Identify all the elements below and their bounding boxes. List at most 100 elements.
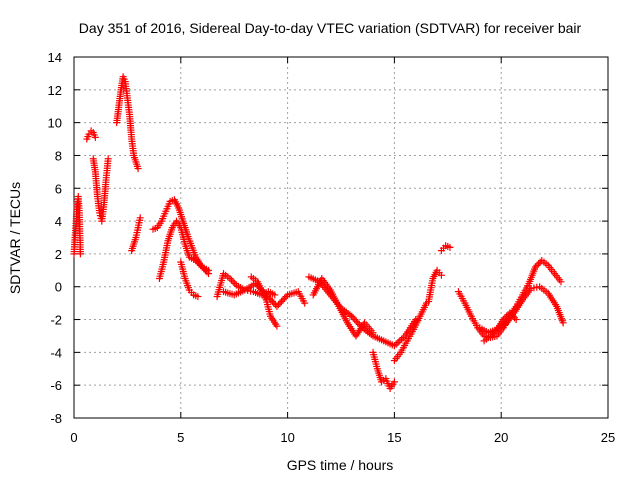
series-arc-16 [425, 266, 445, 305]
data-point [533, 261, 541, 269]
plot-frame [73, 56, 609, 419]
series-arc-8 [177, 258, 202, 301]
data-point [535, 260, 543, 268]
series-arc-18 [454, 256, 565, 342]
series-arc-17 [437, 242, 454, 255]
data-point [352, 317, 360, 325]
data-point [104, 155, 112, 163]
data-point [351, 316, 359, 324]
series-arc-13 [309, 275, 377, 340]
data-point [507, 311, 515, 319]
series-arc-12 [305, 273, 420, 350]
data-point [511, 314, 519, 322]
data-point [506, 309, 514, 317]
y-tick-label: 12 [48, 83, 62, 98]
data-point [273, 302, 281, 310]
data-point [512, 316, 520, 324]
data-point [276, 299, 284, 307]
series-arc-2 [83, 127, 99, 143]
data-point [274, 301, 282, 309]
y-tick-label: 10 [48, 116, 62, 131]
data-point [229, 278, 237, 286]
data-point [369, 329, 377, 337]
data-point [348, 312, 356, 320]
data-point [488, 330, 496, 338]
series-arc-7 [155, 217, 213, 283]
y-tick-label: 2 [55, 247, 62, 262]
data-point [271, 291, 279, 299]
data-point [446, 243, 454, 251]
data-point [193, 258, 201, 266]
data-point [197, 261, 205, 269]
y-tick-label: 6 [55, 181, 62, 196]
data-point [195, 260, 203, 268]
data-point [396, 337, 404, 345]
data-point [231, 279, 239, 287]
data-points [70, 73, 567, 392]
y-axis-label: SDTVAR / TECUs [7, 182, 23, 294]
x-tick-label: 25 [601, 430, 615, 445]
data-point [76, 250, 84, 258]
series-arc-3 [89, 155, 112, 225]
x-tick-label: 15 [387, 430, 401, 445]
data-point [226, 275, 234, 283]
series-arc-15 [390, 299, 430, 365]
y-tick-label: -6 [50, 378, 62, 393]
x-tick-label: 20 [494, 430, 508, 445]
data-point [273, 322, 281, 330]
data-point [228, 276, 236, 284]
data-point [349, 314, 357, 322]
series-arc-4 [113, 73, 142, 173]
data-point [437, 271, 445, 279]
y-tick-label: 14 [48, 50, 62, 65]
y-tick-label: 4 [55, 214, 62, 229]
x-tick-label: 5 [177, 430, 184, 445]
data-point [205, 266, 213, 274]
y-tick-label: 8 [55, 148, 62, 163]
data-point [281, 294, 289, 302]
data-point [279, 296, 287, 304]
series-arc-20 [480, 309, 520, 345]
data-point [354, 319, 362, 327]
data-point [277, 297, 285, 305]
data-point [499, 316, 507, 324]
data-point [491, 327, 499, 335]
x-axis-label: GPS time / hours [287, 457, 394, 473]
data-point [501, 314, 509, 322]
data-point [398, 335, 406, 343]
series-arc-5 [128, 214, 144, 255]
data-point [136, 214, 144, 222]
y-tick-label: 0 [55, 280, 62, 295]
chart-title: Day 351 of 2016, Sidereal Day-to-day VTE… [79, 20, 582, 36]
series-arc-19 [476, 283, 567, 337]
data-point [268, 297, 276, 305]
y-tick-label: -2 [50, 313, 62, 328]
data-point [270, 299, 278, 307]
data-point [487, 332, 495, 340]
series-arc-10 [220, 279, 309, 310]
series-arc-11 [247, 273, 281, 330]
data-point [509, 312, 517, 320]
data-point [490, 329, 498, 337]
axis-ticks: 0 5 10 15 20 25 -8 -6 -4 -2 0 2 4 6 8 10 12 14 [48, 50, 616, 445]
data-point [503, 312, 511, 320]
data-point [392, 340, 400, 348]
y-tick-label: -8 [50, 411, 62, 426]
data-point [557, 278, 565, 286]
data-point [301, 299, 309, 307]
data-point [531, 263, 539, 271]
data-point [192, 256, 200, 264]
x-tick-label: 0 [70, 430, 77, 445]
y-tick-label: -4 [50, 345, 62, 360]
data-point [91, 133, 99, 141]
series-arc-14 [369, 348, 398, 392]
data-point [282, 293, 290, 301]
data-point [134, 165, 142, 173]
grid-layer [74, 57, 608, 418]
data-point [559, 319, 567, 327]
series-arc-1 [70, 192, 84, 258]
series-arc-9 [213, 270, 279, 301]
x-tick-label: 10 [280, 430, 294, 445]
data-point [390, 378, 398, 386]
